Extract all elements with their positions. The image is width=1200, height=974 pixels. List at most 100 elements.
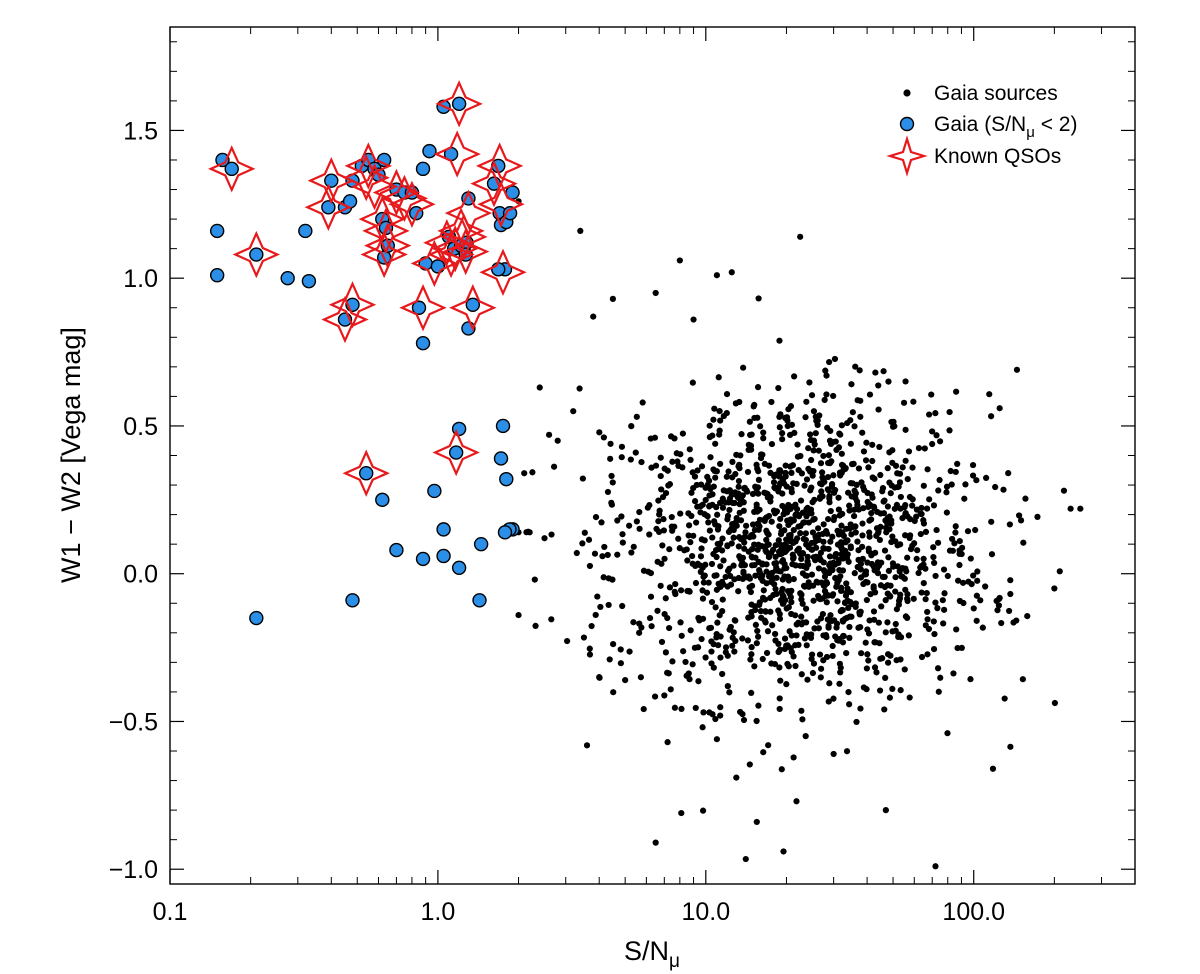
gaia-source-point: [974, 568, 981, 575]
gaia-source-point: [825, 516, 832, 523]
gaia-source-point: [545, 431, 553, 438]
known-qso-marker: [442, 227, 490, 276]
gaia-source-point: [782, 462, 789, 469]
gaia-source-point: [730, 562, 737, 569]
gaia-source-point: [882, 629, 889, 636]
gaia-source-point: [788, 610, 795, 618]
gaia-source-point: [950, 670, 957, 677]
gaia-source-point: [992, 483, 999, 491]
gaia-source-point: [588, 622, 595, 630]
gaia-source-point: [839, 529, 846, 536]
gaia-source-point: [662, 595, 669, 602]
gaia-source-point: [740, 716, 748, 724]
gaia-source-point: [845, 688, 852, 696]
gaia-source-point: [875, 406, 882, 413]
gaia-source-point: [731, 648, 738, 655]
gaia-source-point: [768, 398, 775, 406]
gaia-source-point: [727, 572, 734, 580]
gaia-source-point: [866, 529, 873, 536]
gaia-source-point: [739, 575, 746, 583]
x-tick-label: 100.0: [942, 898, 1005, 926]
gaia-source-point: [802, 733, 809, 740]
gaia-source-point: [724, 683, 731, 690]
gaia-low-sn-point: [473, 536, 489, 552]
gaia-source-point: [859, 520, 866, 527]
gaia-low-sn-point: [224, 161, 239, 177]
gaia-source-point: [837, 431, 844, 438]
gaia-source-point: [788, 469, 795, 476]
gaia-source-point: [763, 490, 770, 497]
gaia-low-sn-point: [359, 466, 374, 481]
gaia-source-point: [843, 748, 851, 755]
gaia-source-point: [996, 405, 1003, 412]
gaia-source-point: [767, 469, 774, 476]
gaia-source-point: [713, 504, 720, 511]
gaia-source-point: [962, 481, 969, 488]
gaia-low-sn-point: [499, 471, 514, 487]
gaia-source-point: [954, 460, 961, 467]
gaia-source-point: [652, 289, 659, 297]
known-qso-marker: [350, 162, 399, 211]
gaia-source-point: [677, 587, 685, 594]
gaia-source-point: [895, 631, 902, 638]
gaia-low-sn-point: [298, 223, 313, 239]
gaia-source-point: [789, 561, 796, 568]
gaia-source-point: [830, 472, 837, 479]
gaia-source-point: [753, 717, 760, 725]
gaia-source-point: [936, 438, 944, 445]
gaia-source-point: [823, 527, 830, 535]
gaia-source-point: [685, 587, 693, 595]
gaia-source-point: [723, 391, 731, 398]
gaia-source-point: [664, 467, 671, 474]
gaia-source-point: [608, 501, 615, 508]
gaia-source-point: [678, 809, 685, 817]
gaia-source-point: [732, 637, 739, 645]
gaia-source-point: [765, 462, 773, 469]
gaia-source-point: [947, 467, 954, 475]
gaia-source-point: [798, 671, 805, 678]
gaia-source-point: [822, 592, 829, 600]
gaia-source-point: [931, 630, 938, 638]
gaia-low-sn-point: [436, 522, 451, 537]
gaia-source-point: [827, 612, 834, 619]
gaia-source-point: [934, 665, 942, 672]
gaia-source-point: [807, 431, 814, 438]
gaia-source-point: [606, 656, 613, 663]
legend-marker-gaia-sources: [903, 89, 911, 97]
known-qso-marker: [435, 80, 483, 128]
gaia-low-sn-point: [209, 268, 225, 283]
gaia-source-point: [851, 423, 858, 430]
gaia-source-point: [747, 656, 754, 663]
gaia-source-point: [853, 481, 860, 489]
gaia-source-point: [619, 531, 626, 538]
gaia-source-point: [787, 645, 794, 652]
gaia-source-point: [790, 754, 797, 761]
gaia-sources-series: [515, 198, 1084, 870]
gaia-source-point: [909, 502, 916, 509]
gaia-source-point: [740, 507, 747, 514]
gaia-source-point: [716, 408, 723, 415]
gaia-source-point: [891, 505, 898, 512]
y-tick-label: −0.5: [109, 708, 158, 736]
gaia-source-point: [573, 549, 580, 557]
gaia-source-point: [592, 611, 599, 619]
gaia-source-point: [841, 599, 849, 607]
gaia-source-point: [716, 612, 723, 619]
gaia-source-point: [666, 624, 673, 632]
gaia-source-point: [882, 524, 890, 531]
gaia-source-point: [579, 540, 586, 547]
gaia-source-point: [735, 477, 743, 485]
gaia-source-point: [1005, 470, 1012, 477]
plot-background: [170, 27, 1135, 884]
gaia-source-point: [1051, 699, 1059, 707]
gaia-source-point: [719, 670, 726, 678]
gaia-source-point: [627, 456, 634, 463]
gaia-source-point: [803, 398, 810, 405]
gaia-source-point: [943, 483, 951, 490]
gaia-source-point: [745, 573, 752, 580]
gaia-source-point: [830, 516, 837, 524]
gaia-source-point: [858, 479, 865, 486]
gaia-source-point: [820, 544, 827, 552]
gaia-source-point: [731, 617, 738, 624]
gaia-source-point: [529, 469, 536, 476]
